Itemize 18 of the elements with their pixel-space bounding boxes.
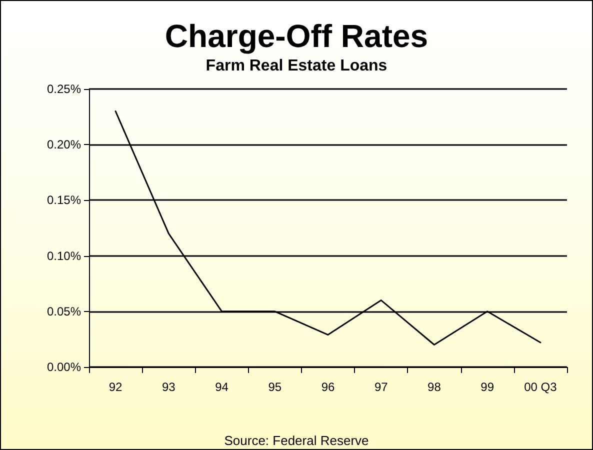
x-tick-label: 95: [268, 380, 282, 394]
y-tick-label: 0.05%: [46, 304, 82, 318]
x-tick-label: 98: [428, 380, 442, 394]
x-tick-label: 94: [215, 380, 229, 394]
x-tick-label: 92: [108, 380, 123, 394]
y-tick-label: 0.25%: [46, 82, 82, 96]
y-tick-label: 0.10%: [46, 248, 82, 263]
y-tick-label: 0.00%: [46, 360, 82, 374]
x-tick-label: 97: [374, 380, 388, 394]
x-tick-label: 00 Q3: [524, 380, 558, 394]
chart-title: Charge-Off Rates: [164, 18, 428, 54]
x-tick-label: 93: [162, 380, 176, 394]
x-tick-label: 99: [480, 380, 494, 394]
x-tick-label: 96: [321, 380, 335, 394]
source-note: Source: Federal Reserve: [224, 433, 369, 448]
y-tick-label: 0.20%: [46, 138, 82, 152]
y-tick-label: 0.15%: [46, 193, 82, 208]
chart-subtitle: Farm Real Estate Loans: [206, 58, 388, 74]
